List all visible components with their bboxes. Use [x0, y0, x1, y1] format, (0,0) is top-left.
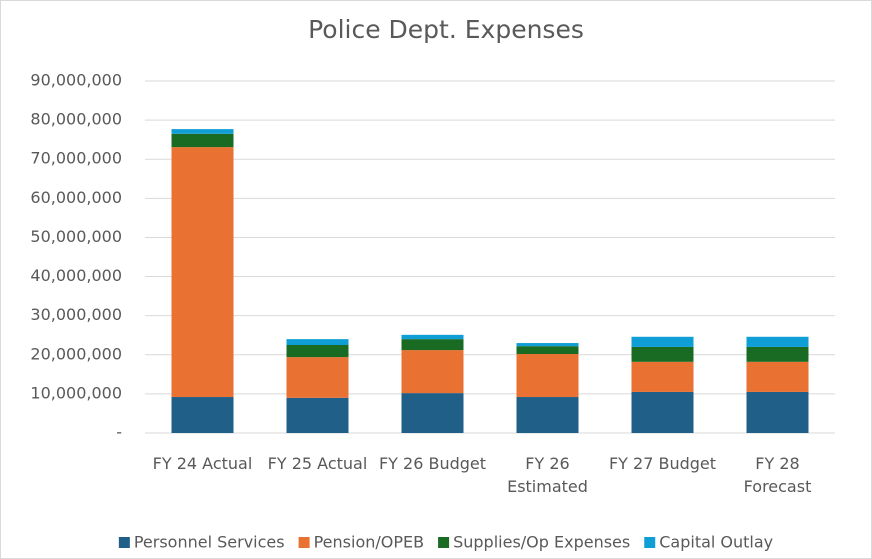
legend-label: Pension/OPEB: [314, 533, 425, 552]
bar-segment: [171, 129, 234, 134]
bar-segment: [401, 334, 464, 340]
bar-segment: [746, 391, 809, 433]
legend-swatch: [438, 537, 450, 548]
bar-segment: [746, 346, 809, 362]
bar-segment: [631, 361, 694, 392]
bar-segment: [516, 353, 579, 398]
bar-segment: [516, 397, 579, 433]
y-tick-label: 60,000,000: [30, 188, 122, 207]
y-tick-label: 10,000,000: [30, 383, 122, 402]
bar-segment: [401, 339, 464, 351]
legend-label: Personnel Services: [134, 533, 285, 552]
legend-label: Supplies/Op Expenses: [453, 533, 630, 552]
bar-segment: [401, 350, 464, 394]
y-tick-label: 30,000,000: [30, 305, 122, 324]
legend-swatch: [298, 537, 310, 548]
bar-segment: [171, 397, 234, 433]
y-tick-label: 80,000,000: [30, 110, 122, 129]
bar-segment: [286, 345, 349, 358]
bar-segment: [631, 346, 694, 362]
bar-segment: [286, 397, 349, 433]
legend-swatch: [118, 537, 130, 548]
x-tick-label: FY 26 Estimated: [507, 454, 588, 496]
bar-segment: [516, 346, 579, 354]
legend-label: Capital Outlay: [659, 533, 773, 552]
legend-swatch: [644, 537, 656, 548]
y-tick-label: 40,000,000: [30, 266, 122, 285]
x-tick-label: FY 27 Budget: [608, 454, 717, 473]
x-tick-label: FY 26 Budget: [378, 454, 487, 473]
x-tick-label: FY 28 Forecast: [743, 454, 812, 496]
bar-segment: [171, 147, 234, 398]
y-tick-label: -: [116, 423, 122, 442]
x-tick-label: FY 24 Actual: [152, 454, 253, 473]
bar-segment: [401, 393, 464, 433]
bar-segment: [631, 391, 694, 433]
bar-segment: [746, 361, 809, 392]
x-tick-label: FY 25 Actual: [267, 454, 368, 473]
y-tick-label: 90,000,000: [30, 71, 122, 90]
y-tick-label: 20,000,000: [30, 344, 122, 363]
bar-segment: [631, 336, 694, 347]
bar-segment: [286, 339, 349, 345]
bar-segment: [286, 357, 349, 398]
y-tick-label: 70,000,000: [30, 149, 122, 168]
chart-title: Police Dept. Expenses: [308, 15, 584, 44]
bar-segment: [516, 343, 579, 347]
y-tick-label: 50,000,000: [30, 227, 122, 246]
bar-segment: [171, 133, 234, 148]
bar-segment: [746, 336, 809, 347]
